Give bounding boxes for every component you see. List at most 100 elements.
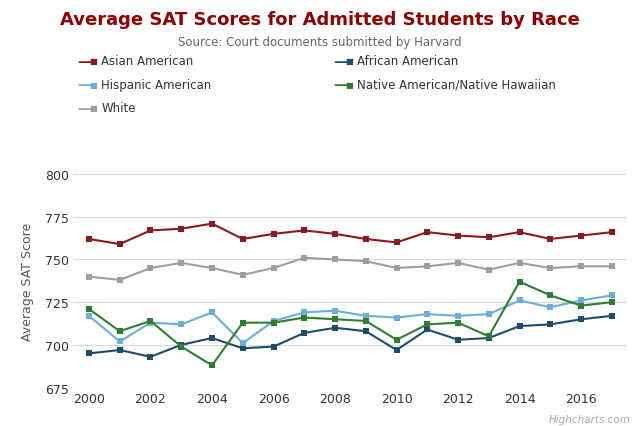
Native American/Native Hawaiian: [547, 293, 554, 298]
White: [424, 264, 431, 269]
African American: [362, 329, 370, 334]
Hispanic American: [239, 341, 246, 346]
Native American/Native Hawaiian: [239, 320, 246, 325]
Hispanic American: [424, 312, 431, 317]
African American: [300, 331, 308, 336]
Text: —: —: [77, 102, 91, 115]
White: [454, 261, 462, 266]
Native American/Native Hawaiian: [331, 317, 339, 322]
African American: [454, 337, 462, 343]
Hispanic American: [116, 339, 124, 344]
Hispanic American: [393, 315, 401, 320]
Text: Native American/Native Hawaiian: Native American/Native Hawaiian: [357, 79, 556, 92]
Native American/Native Hawaiian: [177, 344, 185, 349]
Native American/Native Hawaiian: [393, 337, 401, 343]
Native American/Native Hawaiian: [577, 303, 585, 308]
Native American/Native Hawaiian: [454, 320, 462, 325]
White: [577, 264, 585, 269]
Asian American: [239, 237, 246, 242]
Asian American: [85, 237, 93, 242]
Text: —: —: [333, 78, 347, 92]
Asian American: [362, 237, 370, 242]
African American: [269, 344, 277, 349]
Text: —: —: [333, 55, 347, 69]
Asian American: [300, 228, 308, 233]
Asian American: [547, 237, 554, 242]
African American: [608, 314, 616, 319]
Text: ■: ■: [89, 104, 97, 113]
Asian American: [516, 230, 524, 235]
African American: [516, 324, 524, 329]
Text: Asian American: Asian American: [101, 55, 193, 68]
Asian American: [331, 232, 339, 237]
Text: Hispanic American: Hispanic American: [101, 79, 211, 92]
African American: [85, 351, 93, 356]
White: [393, 266, 401, 271]
Text: White: White: [101, 102, 136, 115]
Asian American: [147, 228, 154, 233]
African American: [424, 327, 431, 332]
African American: [331, 325, 339, 331]
Native American/Native Hawaiian: [116, 329, 124, 334]
Line: Hispanic American: Hispanic American: [86, 293, 615, 346]
Native American/Native Hawaiian: [147, 319, 154, 324]
White: [516, 261, 524, 266]
Asian American: [393, 240, 401, 245]
Asian American: [424, 230, 431, 235]
White: [300, 256, 308, 261]
Native American/Native Hawaiian: [424, 322, 431, 327]
African American: [239, 346, 246, 351]
Hispanic American: [454, 314, 462, 319]
Text: Average SAT Scores for Admitted Students by Race: Average SAT Scores for Admitted Students…: [60, 11, 580, 29]
Native American/Native Hawaiian: [362, 319, 370, 324]
White: [485, 268, 493, 273]
African American: [393, 348, 401, 353]
African American: [577, 317, 585, 322]
Line: Native American/Native Hawaiian: Native American/Native Hawaiian: [86, 279, 615, 368]
Text: —: —: [77, 78, 91, 92]
Hispanic American: [577, 298, 585, 303]
Text: —: —: [77, 55, 91, 69]
Asian American: [577, 233, 585, 239]
Hispanic American: [362, 314, 370, 319]
Hispanic American: [331, 308, 339, 314]
Hispanic American: [300, 310, 308, 315]
Hispanic American: [485, 312, 493, 317]
Asian American: [116, 242, 124, 247]
Text: African American: African American: [357, 55, 458, 68]
African American: [485, 336, 493, 341]
Native American/Native Hawaiian: [208, 363, 216, 368]
White: [208, 266, 216, 271]
Asian American: [269, 232, 277, 237]
Asian American: [485, 235, 493, 240]
Hispanic American: [516, 298, 524, 303]
Hispanic American: [269, 319, 277, 324]
Text: ■: ■: [345, 57, 353, 66]
African American: [116, 348, 124, 353]
White: [85, 274, 93, 279]
Native American/Native Hawaiian: [300, 315, 308, 320]
Hispanic American: [608, 293, 616, 298]
Text: ■: ■: [89, 81, 97, 90]
Hispanic American: [147, 320, 154, 325]
White: [269, 266, 277, 271]
Line: Asian American: Asian American: [86, 221, 615, 248]
Text: ■: ■: [345, 81, 353, 90]
Native American/Native Hawaiian: [608, 300, 616, 305]
Hispanic American: [177, 322, 185, 327]
African American: [177, 343, 185, 348]
Native American/Native Hawaiian: [269, 320, 277, 325]
Y-axis label: Average SAT Score: Average SAT Score: [20, 222, 34, 340]
African American: [147, 354, 154, 360]
Text: ■: ■: [89, 57, 97, 66]
Hispanic American: [85, 314, 93, 319]
White: [362, 259, 370, 264]
White: [608, 264, 616, 269]
Asian American: [454, 233, 462, 239]
Line: African American: African American: [86, 313, 615, 360]
Native American/Native Hawaiian: [485, 334, 493, 339]
Hispanic American: [208, 310, 216, 315]
Asian American: [208, 222, 216, 227]
White: [331, 257, 339, 262]
Text: Source: Court documents submitted by Harvard: Source: Court documents submitted by Har…: [178, 36, 462, 49]
